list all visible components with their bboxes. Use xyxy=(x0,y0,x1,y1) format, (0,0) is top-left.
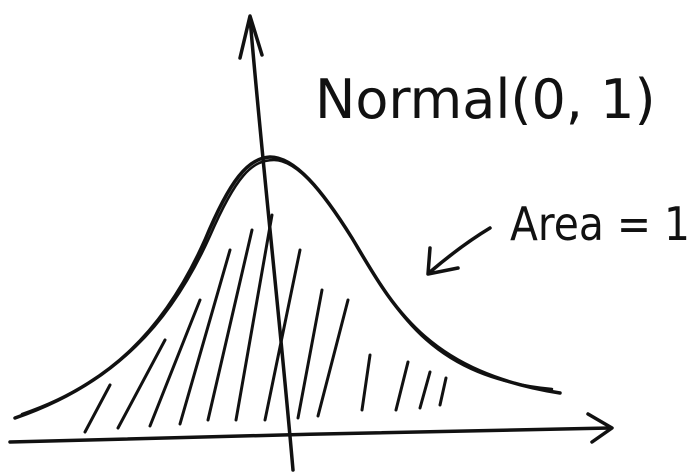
title: Normal(0, 1) xyxy=(315,68,656,131)
annotation: Area = 1 xyxy=(510,197,690,251)
sketch: Normal(0, 1) Area = 1 xyxy=(0,0,697,474)
